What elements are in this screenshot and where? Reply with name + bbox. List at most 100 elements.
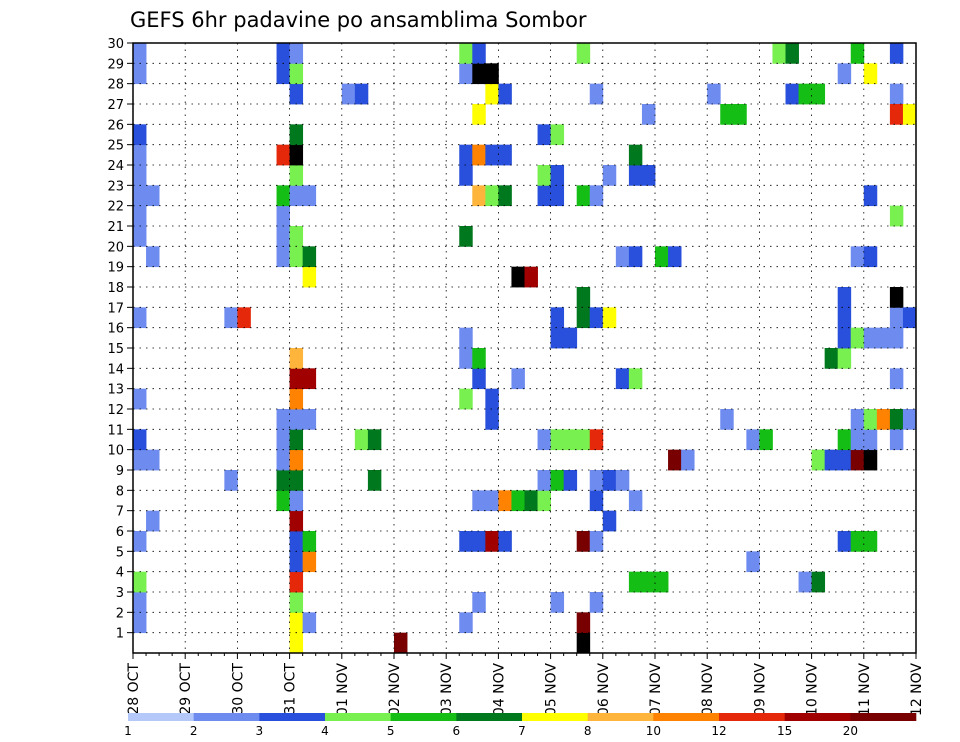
- heatmap-cell: [850, 531, 865, 552]
- heatmap-cell: [133, 165, 147, 186]
- y-tick-label: 8: [116, 484, 124, 499]
- heatmap-cell: [354, 429, 369, 451]
- heatmap-cell: [537, 490, 551, 512]
- heatmap-cell: [276, 490, 290, 512]
- heatmap-cell: [485, 490, 499, 512]
- y-tick-label: 30: [107, 37, 124, 52]
- y-tick-label: 25: [107, 139, 124, 154]
- heatmap-cell: [276, 429, 290, 451]
- heatmap-cell: [289, 124, 304, 146]
- heatmap-cell: [589, 83, 604, 105]
- colorbar-label: 5: [387, 724, 395, 738]
- x-axis-ticks: 28 OCT 29 OCT 30 OCT 31 OCT 01 NOV 02 NOV 03 N…: [126, 653, 925, 716]
- heatmap-cell: [550, 124, 565, 146]
- heatmap-cell: [302, 246, 317, 268]
- heatmap-cell: [655, 246, 669, 268]
- heatmap-cell: [146, 510, 160, 532]
- grid-lines: [133, 43, 916, 653]
- heatmap-cell: [837, 429, 852, 451]
- heatmap-cell: [302, 551, 317, 573]
- heatmap-cell: [641, 104, 656, 125]
- heatmap-cell: [850, 409, 865, 430]
- heatmap-cell: [133, 429, 147, 451]
- heatmap-cell: [811, 449, 826, 471]
- heatmap-cell: [850, 246, 865, 268]
- heatmap-cell: [720, 104, 734, 125]
- heatmap-cell: [850, 429, 865, 451]
- colorbar-swatch: [587, 713, 654, 721]
- heatmap-cell: [863, 327, 878, 349]
- y-tick-label: 16: [107, 322, 124, 337]
- heatmap-cell: [133, 43, 147, 64]
- heatmap-cell: [850, 449, 865, 471]
- heatmap-cell: [276, 246, 290, 268]
- y-tick-label: 27: [107, 98, 124, 113]
- heatmap-cell: [837, 63, 852, 85]
- heatmap-cell: [537, 185, 551, 207]
- heatmap-cell: [576, 43, 591, 64]
- heatmap-cell: [589, 185, 604, 207]
- x-tick-label: 01 NOV: [335, 663, 351, 717]
- heatmap-cell: [289, 63, 304, 85]
- heatmap-cell: [746, 551, 760, 573]
- heatmap-cell: [472, 348, 486, 369]
- colorbar-swatch: [259, 713, 326, 721]
- heatmap-cell: [681, 449, 695, 471]
- heatmap-cell: [628, 144, 643, 166]
- heatmap-cell: [276, 205, 290, 227]
- heatmap-cell: [889, 307, 904, 329]
- heatmap-cell: [289, 531, 304, 552]
- colorbar-label: 6: [453, 724, 461, 738]
- heatmap-cell: [576, 612, 591, 634]
- heatmap-cell: [589, 592, 604, 613]
- y-tick-label: 20: [107, 240, 124, 255]
- heatmap-cell: [863, 531, 878, 552]
- heatmap-cell: [472, 531, 486, 552]
- heatmap-cell: [485, 388, 499, 410]
- y-tick-label: 26: [107, 118, 124, 133]
- heatmap-cell: [133, 226, 147, 247]
- heatmap-cell: [563, 429, 578, 451]
- heatmap-cell: [276, 185, 290, 207]
- heatmap-cell: [302, 368, 317, 390]
- heatmap-cell: [289, 165, 304, 186]
- heatmap-cell: [837, 348, 852, 369]
- chart-title: GEFS 6hr padavine po ansamblima Sombor: [130, 8, 587, 32]
- heatmap-cell: [289, 612, 304, 634]
- x-tick-label: 08 NOV: [700, 663, 716, 717]
- heatmap-cell: [641, 571, 656, 593]
- heatmap-cell: [289, 470, 304, 491]
- heatmap-cell: [876, 327, 891, 349]
- heatmap-cell: [289, 571, 304, 593]
- heatmap-cell: [394, 632, 408, 654]
- heatmap-cell: [863, 185, 878, 207]
- heatmap-cell: [889, 287, 904, 308]
- heatmap-cell: [811, 83, 826, 105]
- heatmap-cell: [550, 185, 565, 207]
- heatmap-cell: [485, 63, 499, 85]
- x-tick-label: 31 OCT: [283, 663, 299, 715]
- heatmap-cell: [276, 43, 290, 64]
- heatmap-cell: [367, 470, 382, 491]
- heatmap-cell: [837, 287, 852, 308]
- heatmap-cell: [133, 571, 147, 593]
- heatmap-cell: [889, 368, 904, 390]
- x-tick-label: 12 NOV: [909, 663, 925, 717]
- heatmap-cell: [146, 185, 160, 207]
- x-tick-label: 02 NOV: [387, 663, 403, 717]
- heatmap-cell: [289, 43, 304, 64]
- y-tick-label: 11: [107, 423, 124, 438]
- heatmap-cell: [485, 409, 499, 430]
- y-tick-label: 18: [107, 281, 124, 296]
- colorbar-legend: 1 2 3 4 5 6 7 8 10 12 15 20: [124, 713, 917, 738]
- heatmap-cell: [863, 429, 878, 451]
- x-tick-label: 10 NOV: [805, 663, 821, 717]
- heatmap-cell: [485, 531, 499, 552]
- heatmap-cell: [302, 531, 317, 552]
- heatmap-cell: [133, 449, 147, 471]
- x-tick-label: 04 NOV: [491, 663, 507, 717]
- heatmap-cell: [850, 327, 865, 349]
- y-tick-label: 4: [116, 566, 124, 581]
- y-tick-label: 23: [107, 179, 124, 194]
